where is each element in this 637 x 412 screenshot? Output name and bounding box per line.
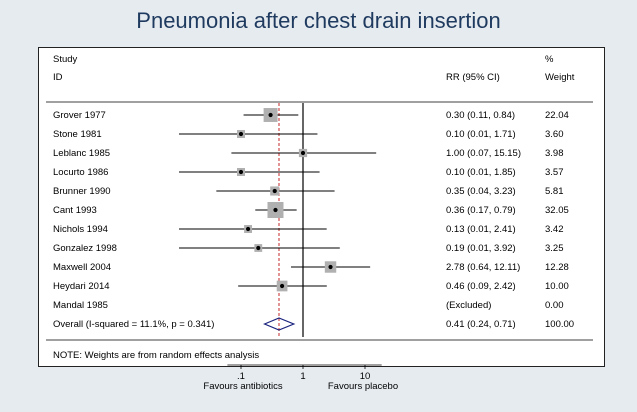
rr-ci-value: 2.78 (0.64, 12.11): [446, 262, 521, 273]
weight-value: 3.25: [545, 243, 564, 254]
x-label-favours-placebo: Favours placebo: [328, 381, 398, 392]
x-tick-label: 1: [300, 371, 305, 382]
point-estimate: [328, 264, 333, 270]
study-name: Locurto 1986: [53, 167, 109, 178]
study-name: Heydari 2014: [53, 281, 110, 292]
point-estimate: [279, 283, 285, 289]
overall-diamond: [263, 317, 296, 331]
header-id: ID: [53, 72, 63, 83]
overall-label: Overall (I-squared = 11.1%, p = 0.341): [53, 319, 215, 330]
rr-ci-value: 0.19 (0.01, 3.92): [446, 243, 516, 254]
weight-value: 3.60: [545, 129, 564, 140]
weight-value: 100.00: [545, 319, 575, 330]
weight-value: 3.42: [545, 224, 564, 235]
point-estimate: [273, 207, 278, 213]
point-estimate: [300, 150, 306, 156]
point-estimate: [238, 169, 244, 175]
rr-ci-value: (Excluded): [446, 300, 492, 311]
study-name: Leblanc 1985: [53, 148, 111, 159]
x-tick-label: 10: [360, 371, 371, 382]
weight-value: 3.98: [545, 148, 564, 159]
rr-ci-value: 0.41 (0.24, 0.71): [446, 319, 516, 330]
point-estimate: [272, 188, 277, 194]
chart-title: Pneumonia after chest drain insertion: [136, 8, 501, 33]
weight-value: 32.05: [545, 205, 569, 216]
weights-note: NOTE: Weights are from random effects an…: [53, 350, 260, 361]
study-name: Maxwell 2004: [53, 262, 112, 273]
study-name: Stone 1981: [53, 129, 102, 140]
weight-value: 5.81: [545, 186, 564, 197]
study-name: Brunner 1990: [53, 186, 111, 197]
header-pct: %: [545, 54, 554, 65]
x-tick-label: .1: [237, 371, 245, 382]
point-estimate: [256, 245, 261, 251]
header-rr: RR (95% CI): [446, 72, 500, 83]
rr-ci-value: 0.10 (0.01, 1.85): [446, 167, 516, 178]
rr-ci-value: 1.00 (0.07, 15.15): [446, 148, 521, 159]
rr-ci-value: 0.36 (0.17, 0.79): [446, 205, 516, 216]
x-label-favours-antibiotics: Favours antibiotics: [203, 381, 282, 392]
study-name: Gonzalez 1998: [53, 243, 117, 254]
weight-value: 3.57: [545, 167, 564, 178]
point-estimate: [238, 131, 244, 137]
study-name: Cant 1993: [53, 205, 97, 216]
weight-value: 22.04: [545, 110, 569, 121]
weight-value: 12.28: [545, 262, 569, 273]
study-name: Grover 1977: [53, 110, 106, 121]
rr-ci-value: 0.35 (0.04, 3.23): [446, 186, 516, 197]
rr-ci-value: 0.46 (0.09, 2.42): [446, 281, 516, 292]
study-name: Nichols 1994: [53, 224, 108, 235]
header-study: Study: [53, 54, 78, 65]
study-name: Mandal 1985: [53, 300, 108, 311]
header-weight: Weight: [545, 72, 575, 83]
forest-plot-panel: Study ID RR (95% CI) % Weight Grover 197…: [38, 47, 605, 367]
weight-value: 10.00: [545, 281, 569, 292]
point-estimate: [245, 226, 251, 232]
point-estimate: [268, 112, 273, 118]
rr-ci-value: 0.30 (0.11, 0.84): [446, 110, 516, 121]
weight-value: 0.00: [545, 300, 564, 311]
rr-ci-value: 0.10 (0.01, 1.71): [446, 129, 516, 140]
rr-ci-value: 0.13 (0.01, 2.41): [446, 224, 516, 235]
